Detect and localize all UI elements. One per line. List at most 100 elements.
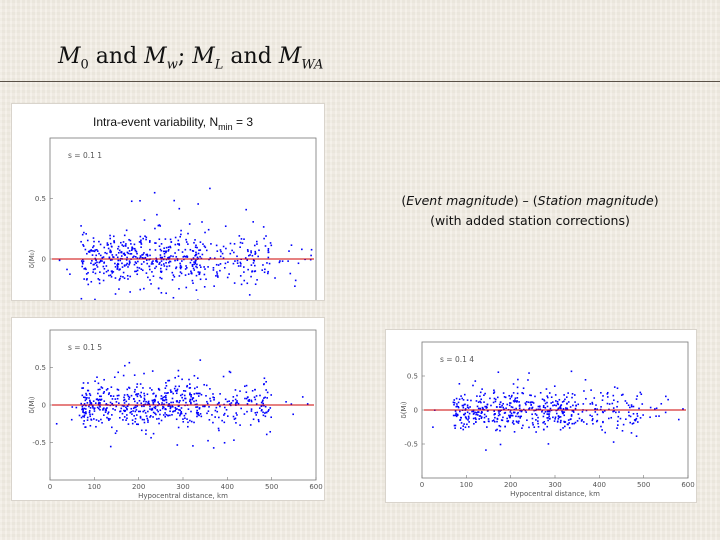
- scatter-point: [106, 407, 108, 409]
- scatter-point: [122, 245, 125, 247]
- scatter-point: [461, 397, 464, 400]
- scatter-point: [187, 232, 189, 235]
- scatter-point: [181, 251, 184, 253]
- scatter-point: [158, 263, 160, 265]
- std-annotation: s = 0.1 1: [68, 151, 102, 160]
- scatter-point: [593, 397, 596, 399]
- scatter-point: [170, 391, 173, 393]
- scatter-point: [203, 383, 205, 386]
- scatter-point: [169, 246, 172, 249]
- scatter-point: [230, 402, 233, 404]
- scatter-point: [190, 401, 192, 404]
- scatter-point: [537, 416, 539, 419]
- scatter-point: [496, 396, 499, 399]
- scatter-point: [199, 278, 202, 281]
- scatter-point: [166, 265, 168, 268]
- scatter-point: [561, 401, 564, 403]
- scatter-point: [600, 406, 602, 408]
- scatter-point: [630, 405, 633, 408]
- scatter-point: [454, 427, 456, 429]
- scatter-point: [126, 405, 129, 407]
- scatter-point: [541, 398, 544, 401]
- scatter-point: [123, 234, 126, 237]
- scatter-point: [552, 404, 554, 407]
- scatter-point: [94, 298, 96, 300]
- scatter-point: [147, 401, 149, 404]
- scatter-point: [483, 394, 485, 397]
- scatter-point: [184, 274, 187, 276]
- scatter-point: [84, 248, 87, 251]
- scatter-point: [222, 245, 225, 248]
- scatter-point: [155, 413, 157, 416]
- scatter-point: [559, 428, 562, 431]
- scatter-point: [99, 395, 101, 398]
- scatter-point: [157, 287, 160, 290]
- scatter-point: [183, 414, 186, 417]
- scatter-point: [178, 385, 180, 388]
- scatter-point: [246, 282, 249, 285]
- scatter-point: [191, 398, 194, 401]
- scatter-point: [185, 265, 187, 267]
- scatter-point: [174, 259, 176, 262]
- scatter-point: [117, 245, 120, 248]
- scatter-point: [135, 423, 138, 426]
- scatter-point: [162, 263, 165, 265]
- scatter-point: [78, 414, 81, 417]
- scatter-point: [199, 249, 202, 251]
- scatter-point: [85, 394, 88, 396]
- scatter-point: [186, 255, 188, 257]
- scatter-point: [560, 419, 562, 422]
- scatter-point: [118, 402, 120, 405]
- scatter-point: [199, 241, 202, 243]
- scatter-point: [170, 255, 172, 257]
- scatter-point: [525, 401, 528, 403]
- scatter-point: [84, 267, 87, 270]
- scatter-point: [247, 268, 249, 271]
- scatter-point: [232, 396, 235, 398]
- scatter-point: [682, 408, 684, 410]
- x-tick-label: 500: [637, 481, 650, 489]
- scatter-point: [80, 402, 83, 405]
- scatter-point: [502, 416, 504, 419]
- scatter-point: [297, 262, 300, 265]
- scatter-point: [86, 239, 89, 242]
- scatter-point: [606, 393, 609, 395]
- scatter-point: [84, 412, 87, 415]
- scatter-point: [570, 370, 573, 373]
- scatter-point: [205, 395, 207, 397]
- scatter-point: [555, 412, 558, 415]
- scatter-point: [453, 424, 456, 427]
- scatter-point: [265, 389, 267, 391]
- scatter-point: [528, 408, 530, 410]
- scatter-point: [267, 410, 269, 413]
- scatter-point: [513, 411, 515, 414]
- scatter-point: [154, 405, 157, 408]
- scatter-point: [257, 255, 259, 258]
- scatter-point: [158, 417, 160, 420]
- scatter-point: [216, 273, 219, 275]
- scatter-point: [191, 263, 194, 266]
- scatter-point: [514, 397, 517, 400]
- scatter-point: [508, 416, 511, 419]
- scatter-point: [264, 412, 266, 414]
- scatter-point: [171, 404, 173, 407]
- scatter-point: [82, 382, 85, 384]
- y-tick-label: 0.5: [35, 364, 46, 372]
- scatter-point: [142, 400, 145, 403]
- scatter-point: [260, 405, 263, 408]
- scatter-point: [201, 253, 204, 256]
- scatter-point: [197, 252, 200, 255]
- scatter-point: [530, 404, 532, 406]
- scatter-point: [127, 266, 129, 268]
- scatter-point: [468, 417, 470, 419]
- scatter-point: [137, 393, 140, 395]
- scatter-point: [186, 256, 189, 258]
- scatter-point: [180, 233, 182, 236]
- scatter-point: [174, 385, 177, 388]
- scatter-point: [100, 395, 102, 398]
- scatter-point: [635, 398, 638, 400]
- scatter-point: [159, 409, 162, 412]
- scatter-point: [82, 245, 85, 247]
- scatter-point: [254, 411, 257, 414]
- scatter-point: [232, 262, 235, 265]
